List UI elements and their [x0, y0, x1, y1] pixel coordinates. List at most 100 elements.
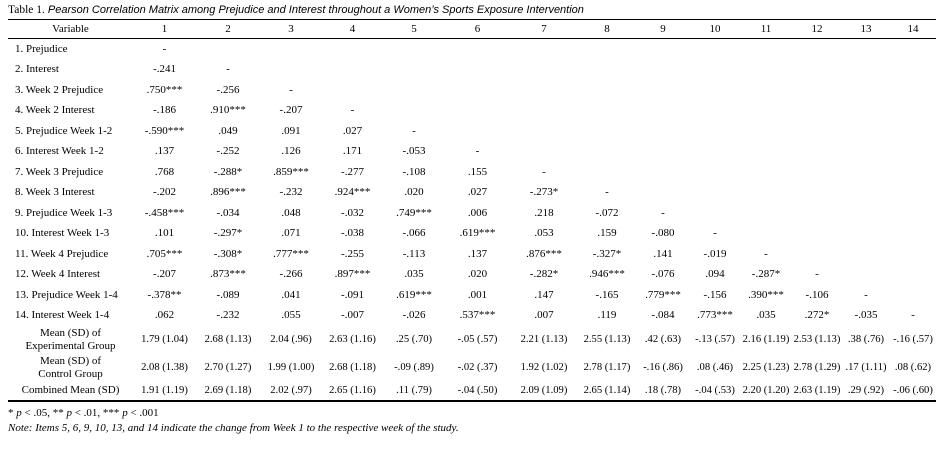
column-header-cell: 7	[541, 23, 547, 35]
correlation-cell	[842, 80, 890, 101]
correlation-cell: -.076	[651, 268, 675, 281]
correlation-cell	[260, 39, 322, 60]
summary-value-cell: 2.21 (1.13)	[520, 334, 568, 345]
correlation-cell: .035	[756, 309, 776, 322]
row-label: 11. Week 4 Prejudice	[15, 247, 109, 260]
correlation-cell	[890, 182, 936, 203]
correlation-cell: .020	[467, 268, 488, 281]
correlation-cell: .777***	[273, 247, 309, 260]
table-row: 9. Prejudice Week 1-3 -.458*** -.034 .048 -.…	[8, 203, 936, 224]
correlation-cell	[322, 80, 383, 101]
correlation-cell: -.165	[595, 288, 619, 301]
correlation-cell	[740, 39, 792, 60]
correlation-cell: -	[764, 247, 768, 260]
correlation-cell	[792, 100, 842, 121]
correlation-cell	[510, 121, 578, 142]
summary-value-cell: 2.78 (1.29)	[793, 362, 841, 373]
correlation-cell	[445, 121, 510, 142]
summary-value-cell: 2.55 (1.13)	[583, 334, 631, 345]
table-title: Table 1. Pearson Correlation Matrix among…	[8, 3, 942, 18]
correlation-cell	[690, 100, 740, 121]
correlation-cell: -.072	[595, 206, 619, 219]
correlation-cell	[636, 59, 690, 80]
correlation-cell	[510, 80, 578, 101]
correlation-cell: .071	[281, 227, 301, 240]
summary-value-cell: 2.25 (1.23)	[742, 362, 790, 373]
correlation-cell	[740, 223, 792, 244]
correlation-cell	[890, 203, 936, 224]
correlation-cell	[196, 39, 260, 60]
summary-value-cell: 2.63 (1.19)	[793, 385, 841, 396]
document-page: Table 1. Pearson Correlation Matrix among…	[0, 3, 942, 452]
correlation-cell	[842, 162, 890, 183]
correlation-cell: -.034	[216, 206, 240, 219]
correlation-cell	[740, 80, 792, 101]
correlation-cell: -	[864, 288, 868, 301]
correlation-cell: -.255	[341, 247, 364, 260]
table-row: 3. Week 2 Prejudice .750*** -.256 -	[8, 80, 936, 101]
correlation-cell: -.186	[153, 104, 176, 117]
correlation-cell	[578, 100, 636, 121]
summary-value-cell: 2.68 (1.18)	[329, 362, 376, 373]
correlation-cell: -.026	[402, 309, 426, 322]
summary-value-cell: 2.53 (1.13)	[793, 334, 841, 345]
correlation-cell: .779***	[645, 288, 681, 301]
column-header-cell: 11	[760, 23, 772, 35]
summary-value-cell: .42 (.63)	[644, 334, 682, 345]
row-label: 12. Week 4 Interest	[15, 268, 101, 281]
correlation-cell: .041	[281, 288, 301, 301]
correlation-cell: .171	[342, 145, 363, 158]
correlation-cell: .155	[467, 165, 488, 178]
correlation-cell	[578, 162, 636, 183]
row-label: 2. Interest	[15, 63, 59, 76]
correlation-cell: .101	[154, 227, 175, 240]
correlation-cell: -.458***	[144, 206, 185, 219]
correlation-cell: .218	[534, 206, 554, 219]
correlation-cell: -.287*	[751, 268, 781, 281]
summary-value-cell: 2.09 (1.09)	[520, 385, 568, 396]
correlation-cell: .001	[467, 288, 488, 301]
correlation-cell: -.327*	[592, 247, 622, 260]
correlation-cell	[445, 39, 510, 60]
table-title-text: Pearson Correlation Matrix among Prejudi…	[47, 4, 584, 16]
correlation-cell: -.089	[216, 288, 240, 301]
correlation-cell: .910***	[210, 104, 246, 117]
column-header-cell: 2	[225, 23, 231, 35]
variable-header-cell: Variable	[52, 23, 89, 35]
summary-label-line: Mean (SD) of	[39, 354, 102, 367]
correlation-cell	[890, 244, 936, 265]
summary-value-cell: .08 (.62)	[894, 362, 932, 373]
correlation-cell: .876***	[526, 247, 562, 260]
summary-value-cell: 1.99 (1.00)	[267, 362, 315, 373]
summary-value-cell: -.06 (.60)	[893, 385, 933, 396]
correlation-cell: -.080	[651, 227, 675, 240]
correlation-cell: -.053	[402, 145, 426, 158]
correlation-cell	[792, 244, 842, 265]
correlation-cell	[740, 203, 792, 224]
correlation-cell	[890, 223, 936, 244]
correlation-cell: -	[911, 309, 915, 322]
correlation-cell: -.241	[153, 63, 176, 76]
correlation-cell	[792, 59, 842, 80]
significance-segment: p	[66, 406, 72, 419]
correlation-cell	[690, 162, 740, 183]
correlation-cell: -	[605, 186, 609, 199]
correlation-cell: .390***	[748, 288, 784, 301]
significance-segment: < .001	[127, 406, 159, 419]
table-row: 12. Week 4 Interest -.207 .873*** -.266 .897…	[8, 264, 936, 285]
correlation-cell	[690, 182, 740, 203]
summary-value-cell: -.16 (.57)	[893, 334, 933, 345]
table-row: 1. Prejudice -	[8, 39, 936, 60]
summary-value-cell: -.04 (.53)	[695, 385, 735, 396]
correlation-cell: .091	[281, 124, 301, 137]
correlation-cell	[636, 80, 690, 101]
correlation-cell	[842, 182, 890, 203]
header-row: Variable 1 2 3 4 5 6 7 8 9 10 11 12 13 14	[8, 20, 936, 39]
correlation-cell: .896***	[210, 186, 246, 199]
correlation-cell: .619***	[396, 288, 432, 301]
correlation-cell	[636, 182, 690, 203]
summary-value-cell: -.04 (.50)	[457, 385, 498, 396]
correlation-cell: .137	[467, 247, 488, 260]
table-body: 1. Prejudice - 2. Interest -.241 - 3. Week 2 …	[8, 39, 936, 401]
correlation-cell	[445, 80, 510, 101]
